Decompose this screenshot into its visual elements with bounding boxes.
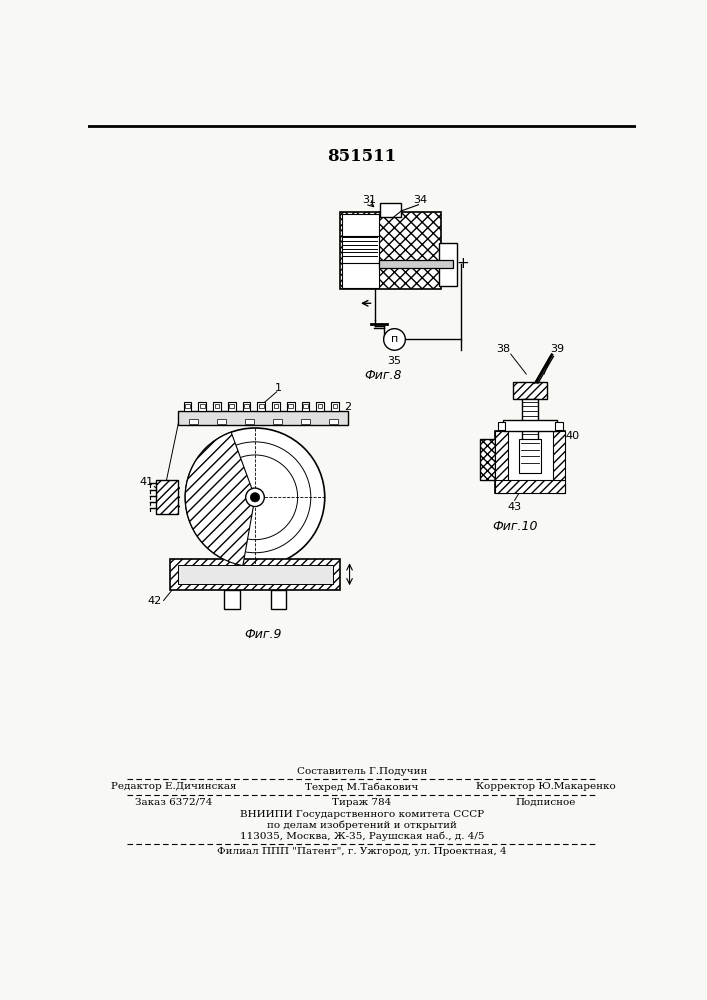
Bar — [272, 402, 280, 411]
Circle shape — [185, 428, 325, 567]
Bar — [380, 203, 402, 217]
Bar — [200, 404, 204, 408]
Text: 41: 41 — [139, 477, 153, 487]
Bar — [287, 402, 295, 411]
Bar — [170, 559, 340, 590]
Circle shape — [246, 488, 264, 507]
Text: Составитель Г.Подучин: Составитель Г.Подучин — [297, 767, 427, 776]
Bar — [340, 212, 441, 289]
Text: Филиал ППП "Патент", г. Ужгород, ул. Проектная, 4: Филиал ППП "Патент", г. Ужгород, ул. Про… — [217, 847, 507, 856]
Text: 35: 35 — [387, 356, 402, 366]
Bar — [498, 422, 506, 430]
Text: 1: 1 — [275, 383, 282, 393]
Text: 42: 42 — [147, 596, 161, 606]
Text: 31: 31 — [362, 195, 376, 205]
Bar — [503, 420, 557, 431]
Text: 43: 43 — [508, 502, 522, 512]
Text: 34: 34 — [413, 195, 427, 205]
Bar — [230, 404, 234, 408]
Bar — [300, 419, 310, 424]
Bar — [341, 214, 379, 288]
Bar — [199, 402, 206, 411]
Circle shape — [212, 455, 298, 540]
Bar — [495, 480, 565, 493]
Text: Корректор Ю.Макаренко: Корректор Ю.Макаренко — [476, 782, 616, 791]
Text: Заказ 6372/74: Заказ 6372/74 — [135, 798, 212, 807]
Bar — [213, 402, 221, 411]
Bar — [243, 402, 250, 411]
Bar — [189, 419, 199, 424]
Bar — [215, 404, 219, 408]
Bar — [271, 590, 286, 609]
Bar — [244, 404, 249, 408]
Text: 38: 38 — [496, 344, 510, 354]
Text: Редактор Е.Дичинская: Редактор Е.Дичинская — [111, 782, 236, 791]
Bar — [440, 243, 457, 286]
Bar — [495, 431, 508, 493]
Bar — [259, 404, 264, 408]
Bar — [513, 382, 547, 399]
Text: 113035, Москва, Ж-35, Раушская наб., д. 4/5: 113035, Москва, Ж-35, Раушская наб., д. … — [240, 831, 484, 841]
Bar — [177, 411, 348, 425]
Text: ВНИИПИ Государственного комитета СССР: ВНИИПИ Государственного комитета СССР — [240, 810, 484, 819]
Bar — [341, 235, 379, 263]
Text: 40: 40 — [566, 431, 580, 441]
Text: Техред М.Табакович: Техред М.Табакович — [305, 782, 419, 792]
Bar — [553, 431, 565, 493]
Text: по делам изобретений и открытий: по делам изобретений и открытий — [267, 821, 457, 830]
Bar — [228, 402, 235, 411]
Bar — [245, 419, 255, 424]
Bar — [317, 404, 322, 408]
Bar — [480, 439, 495, 480]
Bar — [156, 480, 177, 514]
Bar — [185, 404, 190, 408]
Text: Фиг.8: Фиг.8 — [364, 369, 402, 382]
Bar — [274, 404, 279, 408]
Bar — [329, 419, 338, 424]
Text: п: п — [391, 334, 398, 344]
Circle shape — [199, 442, 311, 553]
Bar — [177, 565, 332, 584]
Bar — [224, 590, 240, 609]
Bar — [522, 399, 538, 449]
Text: Тираж 784: Тираж 784 — [332, 798, 392, 807]
Bar — [555, 422, 563, 430]
Text: Фиг.10: Фиг.10 — [492, 520, 537, 533]
Bar — [273, 419, 282, 424]
Bar — [519, 439, 541, 473]
Bar — [331, 402, 339, 411]
Bar — [332, 404, 337, 408]
Bar — [257, 402, 265, 411]
Bar — [303, 404, 308, 408]
Text: 851511: 851511 — [327, 148, 397, 165]
Text: +: + — [456, 256, 469, 271]
Circle shape — [250, 493, 259, 502]
Wedge shape — [185, 432, 255, 566]
Text: Фиг.9: Фиг.9 — [244, 628, 281, 641]
Text: 39: 39 — [550, 344, 564, 354]
Bar — [217, 419, 226, 424]
Bar — [379, 260, 452, 268]
Bar — [301, 402, 309, 411]
Bar — [316, 402, 324, 411]
Bar — [184, 402, 192, 411]
Text: Подписное: Подписное — [515, 798, 575, 807]
Circle shape — [384, 329, 405, 350]
Bar — [495, 431, 565, 493]
Bar — [288, 404, 293, 408]
Text: 2: 2 — [344, 402, 351, 412]
